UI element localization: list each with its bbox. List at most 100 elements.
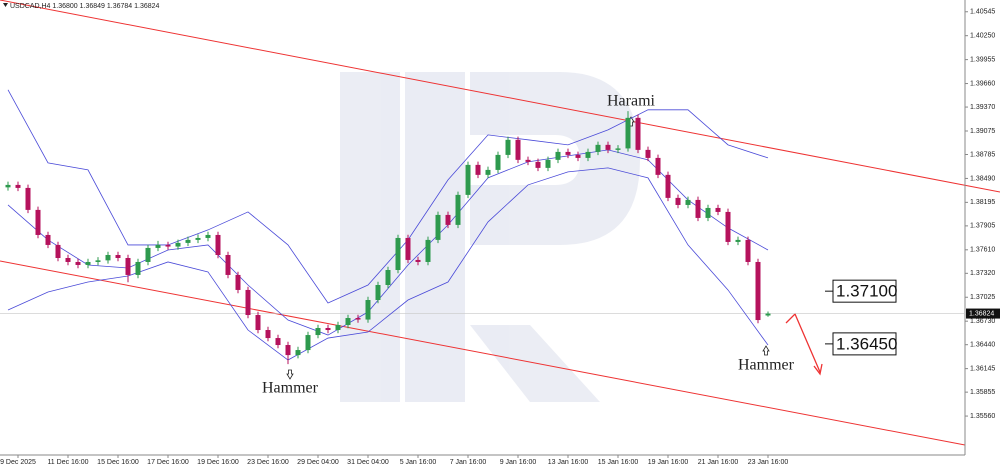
candle-body [295, 350, 301, 356]
candle-body [255, 315, 261, 331]
candle-body [425, 239, 431, 262]
pointer [762, 345, 770, 356]
candle-body [15, 184, 21, 188]
candle-body [25, 187, 31, 210]
level-label: 1.36450 [836, 334, 897, 353]
candle-body [405, 237, 411, 260]
x-tick-label: 9 Dec 2025 [0, 459, 36, 466]
candle-body [335, 324, 341, 331]
candle-body [675, 197, 681, 205]
candle-body [585, 151, 591, 158]
candle-body [305, 335, 311, 351]
x-tick-label: 15 Dec 16:00 [97, 459, 139, 466]
channel-upper [0, 0, 1000, 193]
x-tick-label: 21 Jan 16:00 [698, 459, 739, 466]
y-tick-label: 1.37025 [970, 294, 995, 301]
candle-body [135, 261, 141, 275]
candle-body [35, 209, 41, 235]
candle-body [645, 149, 651, 158]
candle-body [555, 151, 561, 160]
x-tick-label: 13 Jan 16:00 [548, 459, 589, 466]
candle-body [715, 207, 721, 212]
candle-body [375, 285, 381, 301]
candle-body [65, 257, 71, 262]
level-box [832, 279, 897, 303]
candle-body [565, 151, 571, 155]
candle-body [215, 234, 221, 255]
y-tick-label: 1.37905 [970, 223, 995, 230]
candle-body [265, 330, 271, 339]
candle-body [275, 338, 281, 346]
candle-body [185, 239, 191, 243]
x-tick-label: 29 Dec 04:00 [297, 459, 339, 466]
candle-body [655, 157, 661, 175]
y-tick-label: 1.38490 [970, 175, 995, 182]
last-price-box [966, 308, 1000, 319]
candle-body [525, 159, 531, 162]
candle-body [285, 345, 291, 356]
candle-body [125, 257, 131, 275]
x-tick-label: 31 Dec 04:00 [347, 459, 389, 466]
candle-body [145, 247, 151, 262]
candle-body [195, 237, 201, 240]
candle-body [475, 164, 481, 175]
x-tick-label: 23 Dec 16:00 [247, 459, 289, 466]
candle-body [595, 144, 601, 152]
y-tick-label: 1.39075 [970, 128, 995, 135]
candle-body [75, 261, 81, 265]
level-box [832, 332, 897, 356]
candle-body [245, 289, 251, 316]
y-tick-label: 1.39370 [970, 104, 995, 111]
candle-body [85, 261, 91, 265]
candle-body [625, 117, 631, 149]
x-tick-label: 17 Dec 16:00 [147, 459, 189, 466]
candle-body [465, 164, 471, 195]
candle-body [665, 174, 671, 198]
candle-body [225, 254, 231, 275]
y-tick-label: 1.40545 [970, 9, 995, 16]
y-tick-label: 1.36730 [970, 318, 995, 325]
candle-body [365, 300, 371, 320]
candle-body [575, 154, 581, 158]
band-upper [7, 89, 769, 304]
candle-body [315, 327, 321, 336]
candle-body [455, 194, 461, 225]
y-tick-label: 1.36440 [970, 342, 995, 349]
y-tick-label: 1.35560 [970, 413, 995, 420]
candle-body [95, 260, 101, 262]
candle-body [635, 117, 641, 150]
candle-body [445, 214, 451, 225]
band-middle [7, 149, 769, 336]
candle-body [435, 214, 441, 240]
y-tick-label: 1.38195 [970, 199, 995, 206]
candle-body [155, 244, 161, 248]
annotation: Harami [607, 93, 656, 110]
candle-body [695, 199, 701, 218]
candle-body [755, 261, 761, 321]
candle-body [725, 211, 731, 242]
last-price-label: 1.36824 [969, 310, 994, 317]
candle-body [235, 274, 241, 290]
x-tick-label: 23 Jan 16:00 [748, 459, 789, 466]
pointer [286, 369, 294, 380]
candle-body [545, 159, 551, 168]
candle-body [115, 254, 121, 258]
x-tick-label: 5 Jan 16:00 [400, 459, 437, 466]
x-tick-label: 15 Jan 16:00 [598, 459, 639, 466]
forecast-arrow [785, 312, 823, 376]
y-tick-label: 1.36145 [970, 365, 995, 372]
candle-body [685, 199, 691, 205]
candle-body [345, 318, 351, 325]
x-tick-label: 7 Jan 16:00 [450, 459, 487, 466]
candle-body [165, 244, 171, 247]
annotation: Hammer [262, 380, 319, 397]
candle-body [45, 234, 51, 245]
candle-body [385, 269, 391, 286]
candle-body [355, 318, 361, 320]
annotation: Hammer [738, 357, 795, 374]
chart-title: USDCAD,H4 1.36800 1.36849 1.36784 1.3682… [10, 3, 160, 10]
candle-body [505, 139, 511, 155]
x-tick-label: 11 Dec 16:00 [47, 459, 88, 466]
